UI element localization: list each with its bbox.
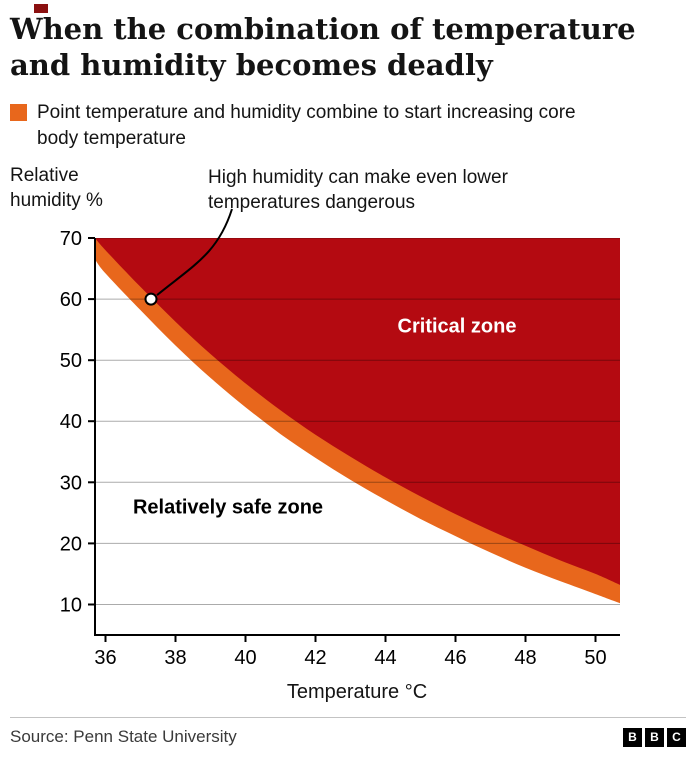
bbc-logo-letter: B: [623, 727, 642, 747]
svg-text:60: 60: [60, 289, 82, 311]
svg-text:36: 36: [94, 647, 116, 669]
svg-text:50: 50: [60, 350, 82, 372]
svg-text:42: 42: [304, 647, 326, 669]
svg-text:38: 38: [164, 647, 186, 669]
legend-label: Point temperature and humidity combine t…: [37, 101, 576, 149]
safe-zone-label: Relatively safe zone: [132, 496, 324, 519]
svg-text:46: 46: [444, 647, 466, 669]
critical-zone-label: Critical zone: [397, 315, 517, 338]
svg-text:20: 20: [60, 534, 82, 556]
bbc-logo-letter: C: [667, 727, 686, 747]
svg-text:40: 40: [60, 411, 82, 433]
y-axis-title: Relative humidity %: [10, 165, 103, 212]
footer: Source: Penn State University B B C: [10, 717, 686, 747]
red-accent-mark: [34, 4, 48, 13]
svg-text:44: 44: [374, 647, 396, 669]
x-axis-title: Temperature °C: [286, 681, 428, 704]
legend-swatch: [10, 103, 27, 121]
source-text: Source: Penn State University: [10, 727, 237, 747]
chart-title: When the combination of temperature and …: [10, 12, 636, 82]
figure: When the combination of temperature and …: [10, 4, 686, 713]
bbc-logo-letter: B: [645, 727, 664, 747]
svg-text:30: 30: [60, 472, 82, 494]
annotation-text: High humidity can make even lower temper…: [208, 167, 508, 214]
svg-text:70: 70: [60, 228, 82, 250]
plot: 36 38 40 42 44 46 48 50 10 20 30 40 50 60 70: [10, 157, 650, 677]
chart-area: Relative humidity % High humidity can ma…: [10, 157, 686, 713]
legend: Point temperature and humidity combine t…: [10, 100, 686, 151]
svg-text:10: 10: [60, 595, 82, 617]
svg-text:48: 48: [514, 647, 536, 669]
bbc-logo: B B C: [623, 727, 686, 747]
svg-text:50: 50: [584, 647, 606, 669]
svg-text:40: 40: [234, 647, 256, 669]
